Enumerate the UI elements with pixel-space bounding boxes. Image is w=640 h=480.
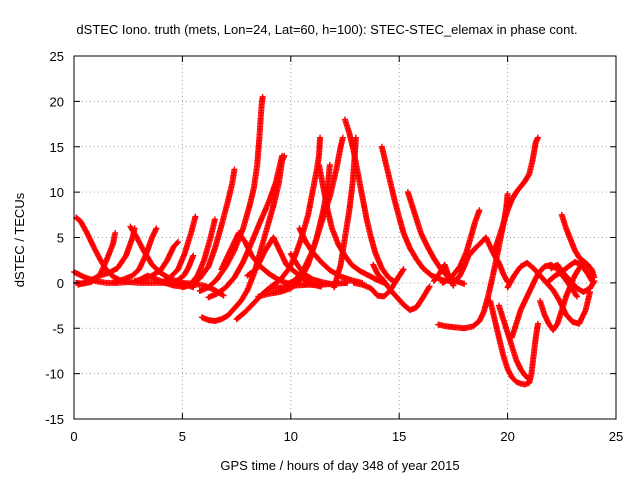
ticks (73, 55, 617, 420)
data-point (281, 152, 288, 159)
data-point (461, 280, 468, 287)
data-point (400, 266, 407, 273)
data-point (231, 166, 238, 173)
data-series (495, 302, 533, 383)
y-tick-label: 10 (50, 185, 64, 200)
data-point (399, 267, 406, 274)
data-point (476, 207, 483, 214)
data-point (591, 274, 598, 281)
data-points (71, 93, 598, 388)
data-point (173, 240, 180, 247)
data-series (378, 143, 455, 285)
data-series (547, 261, 598, 295)
y-tick-label: 15 (50, 140, 64, 155)
data-point (153, 225, 160, 232)
data-series (266, 279, 351, 292)
y-axis-label: dSTEC / TECUs (12, 192, 27, 287)
y-tick-label: -10 (45, 367, 64, 382)
x-tick-label: 5 (179, 429, 186, 444)
chart-title: dSTEC Iono. truth (mets, Lon=24, Lat=60,… (76, 22, 577, 37)
data-point (573, 292, 580, 299)
data-point (590, 279, 597, 286)
data-series (283, 134, 346, 288)
data-point (504, 190, 511, 197)
data-point (344, 279, 351, 286)
data-series (179, 166, 238, 291)
data-point (526, 376, 533, 383)
x-tick-labels: 0 5 10 15 20 25 (70, 429, 623, 444)
data-series (508, 261, 580, 341)
data-series (370, 261, 433, 314)
data-point (525, 172, 532, 179)
y-tick-label: 0 (57, 276, 64, 291)
data-point (534, 320, 541, 327)
data-point (326, 161, 333, 168)
data-series (450, 234, 511, 286)
data-point (426, 283, 433, 290)
data-point (352, 134, 359, 141)
y-tick-labels: -15 -10 -5 0 5 10 15 20 25 (45, 49, 64, 427)
x-tick-label: 20 (500, 429, 514, 444)
data-point (220, 292, 227, 299)
data-point (534, 134, 541, 141)
data-series (342, 116, 398, 285)
data-point (211, 216, 218, 223)
x-tick-label: 0 (70, 429, 77, 444)
data-series (159, 213, 199, 285)
data-series (112, 225, 160, 285)
x-tick-label: 10 (284, 429, 298, 444)
data-series (487, 298, 541, 388)
data-point (573, 293, 580, 300)
x-tick-label: 25 (609, 429, 623, 444)
data-series (350, 266, 407, 300)
y-tick-label: 5 (57, 231, 64, 246)
y-tick-label: 25 (50, 49, 64, 64)
data-series (558, 211, 598, 281)
data-point (525, 375, 532, 382)
y-tick-label: -5 (52, 321, 64, 336)
y-tick-label: 20 (50, 94, 64, 109)
y-tick-label: -15 (45, 412, 64, 427)
data-series (491, 134, 541, 254)
data-point (192, 213, 199, 220)
x-axis-label: GPS time / hours of day 348 of year 2015 (220, 458, 459, 473)
data-series (168, 252, 197, 286)
x-tick-label: 15 (392, 429, 406, 444)
data-point (339, 134, 346, 141)
data-series (196, 93, 266, 295)
data-point (175, 239, 182, 246)
data-point (190, 252, 197, 259)
data-point (259, 93, 266, 100)
data-point (112, 229, 119, 236)
data-point (317, 134, 324, 141)
grid-lines (74, 56, 616, 419)
